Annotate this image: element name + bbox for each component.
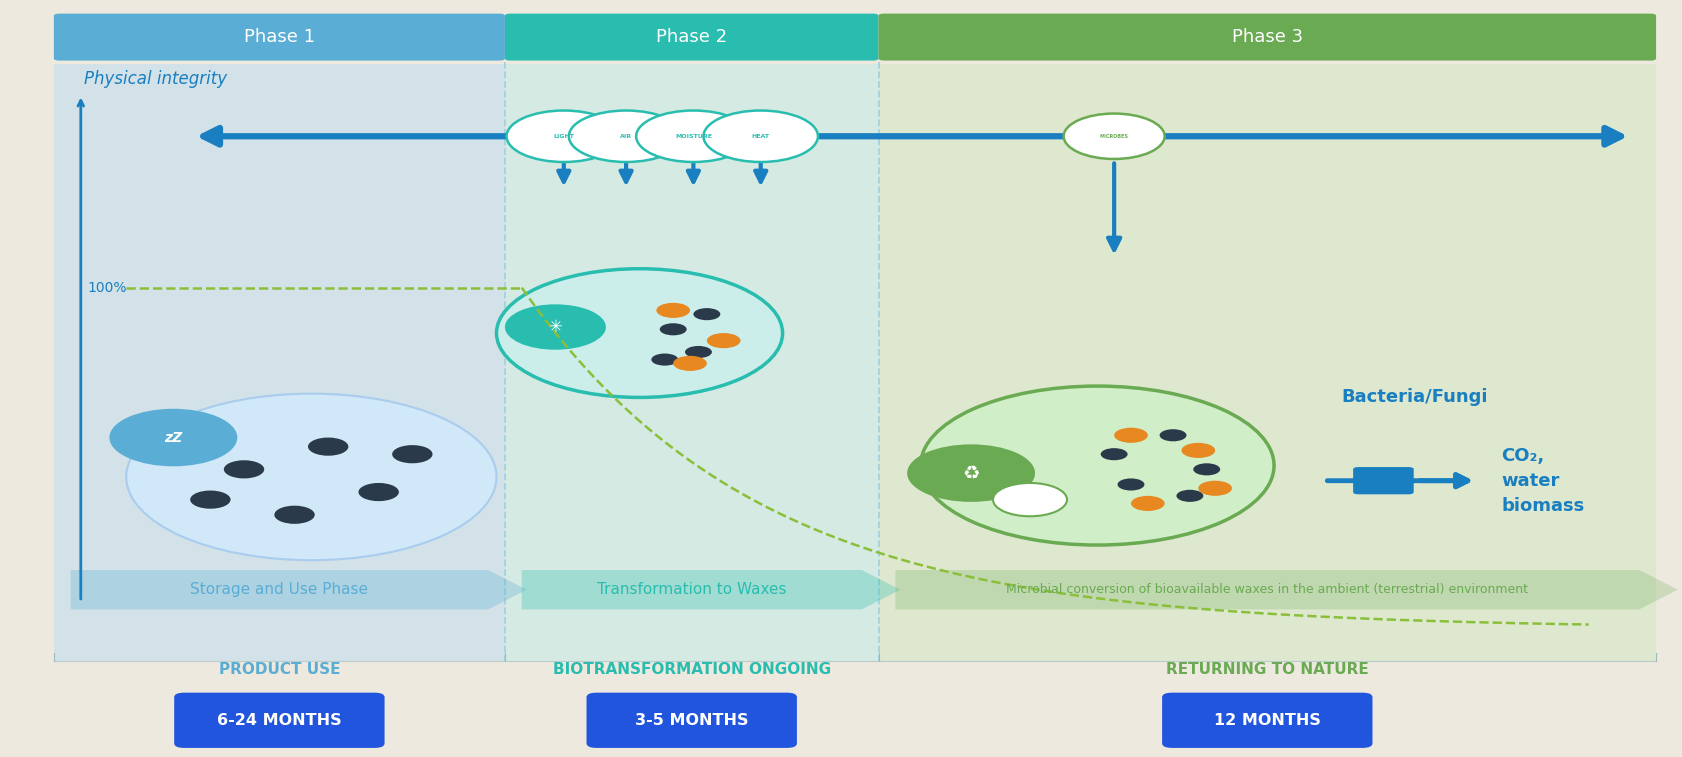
Polygon shape: [521, 570, 900, 609]
Text: AIR: AIR: [619, 134, 632, 139]
Circle shape: [659, 323, 686, 335]
Circle shape: [636, 111, 750, 162]
Circle shape: [703, 111, 817, 162]
Text: Phase 2: Phase 2: [656, 28, 727, 46]
Circle shape: [992, 483, 1066, 516]
Circle shape: [274, 506, 315, 524]
Circle shape: [685, 346, 711, 358]
Text: 12 MONTHS: 12 MONTHS: [1213, 713, 1320, 727]
Polygon shape: [895, 570, 1677, 609]
Text: ✳: ✳: [548, 318, 562, 336]
FancyBboxPatch shape: [54, 14, 505, 61]
Text: RETURNING TO NATURE: RETURNING TO NATURE: [1166, 662, 1367, 678]
Text: 6-24 MONTHS: 6-24 MONTHS: [217, 713, 341, 727]
Circle shape: [1181, 443, 1214, 458]
Text: BIOTRANSFORMATION ONGOING: BIOTRANSFORMATION ONGOING: [552, 662, 831, 678]
Circle shape: [907, 444, 1034, 502]
FancyBboxPatch shape: [878, 14, 1655, 61]
Text: ♻: ♻: [962, 463, 979, 483]
Text: HEAT: HEAT: [752, 134, 769, 139]
Text: LIGHT: LIGHT: [553, 134, 574, 139]
Circle shape: [920, 386, 1273, 545]
Circle shape: [224, 460, 264, 478]
FancyBboxPatch shape: [878, 64, 1655, 662]
Circle shape: [1130, 496, 1164, 511]
Text: Storage and Use Phase: Storage and Use Phase: [190, 582, 368, 597]
Circle shape: [190, 491, 230, 509]
Polygon shape: [71, 570, 526, 609]
Circle shape: [506, 111, 621, 162]
Circle shape: [1159, 429, 1186, 441]
FancyBboxPatch shape: [585, 693, 796, 748]
Circle shape: [656, 303, 690, 318]
Text: MICROBES: MICROBES: [1098, 134, 1129, 139]
Circle shape: [1198, 481, 1231, 496]
Text: Transformation to Waxes: Transformation to Waxes: [597, 582, 785, 597]
Circle shape: [109, 409, 237, 466]
Circle shape: [1100, 448, 1127, 460]
FancyBboxPatch shape: [1352, 467, 1413, 494]
Circle shape: [308, 438, 348, 456]
Text: Phase 1: Phase 1: [244, 28, 315, 46]
Circle shape: [126, 394, 496, 560]
Text: Physical integrity: Physical integrity: [84, 70, 227, 89]
Text: zZ: zZ: [165, 431, 182, 444]
Text: PRODUCT USE: PRODUCT USE: [219, 662, 340, 678]
Circle shape: [569, 111, 683, 162]
Circle shape: [1193, 463, 1219, 475]
FancyBboxPatch shape: [175, 693, 383, 748]
Circle shape: [505, 304, 606, 350]
Text: Microbial conversion of bioavailable waxes in the ambient (terrestrial) environm: Microbial conversion of bioavailable wax…: [1006, 583, 1527, 597]
FancyBboxPatch shape: [1161, 693, 1371, 748]
FancyBboxPatch shape: [505, 64, 878, 662]
Circle shape: [1063, 114, 1164, 159]
Text: Phase 3: Phase 3: [1231, 28, 1302, 46]
Text: 3-5 MONTHS: 3-5 MONTHS: [634, 713, 748, 727]
Circle shape: [1117, 478, 1144, 491]
Circle shape: [1113, 428, 1147, 443]
Circle shape: [693, 308, 720, 320]
FancyBboxPatch shape: [505, 14, 878, 61]
Circle shape: [673, 356, 706, 371]
FancyBboxPatch shape: [54, 64, 505, 662]
Text: 100%: 100%: [87, 281, 126, 294]
Circle shape: [651, 354, 678, 366]
Circle shape: [706, 333, 740, 348]
Circle shape: [358, 483, 399, 501]
Circle shape: [392, 445, 432, 463]
Circle shape: [1176, 490, 1203, 502]
Text: MOISTURE: MOISTURE: [674, 134, 711, 139]
Text: Bacteria/Fungi: Bacteria/Fungi: [1341, 388, 1487, 407]
Text: CO₂,
water
biomass: CO₂, water biomass: [1500, 447, 1583, 515]
Circle shape: [496, 269, 782, 397]
